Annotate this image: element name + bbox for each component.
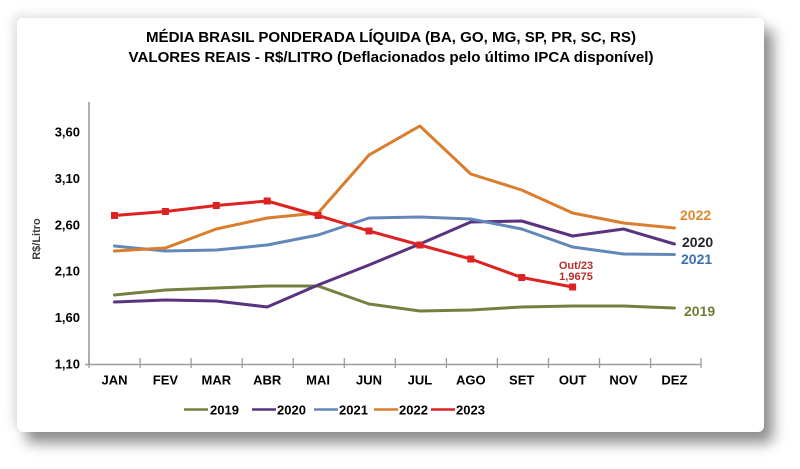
- svg-text:2023: 2023: [456, 403, 485, 418]
- svg-text:MÉDIA BRASIL PONDERADA LÍQUIDA: MÉDIA BRASIL PONDERADA LÍQUIDA (BA, GO, …: [146, 29, 636, 46]
- svg-text:DEZ: DEZ: [661, 373, 687, 388]
- svg-text:JUL: JUL: [408, 373, 433, 388]
- svg-text:2021: 2021: [681, 251, 712, 267]
- svg-text:SET: SET: [509, 373, 534, 388]
- svg-text:JUN: JUN: [356, 373, 382, 388]
- svg-text:2020: 2020: [682, 234, 713, 250]
- svg-text:1,9675: 1,9675: [559, 271, 593, 283]
- svg-text:2019: 2019: [210, 403, 239, 418]
- svg-text:3,10: 3,10: [55, 171, 80, 186]
- svg-text:2021: 2021: [339, 403, 368, 418]
- svg-text:FEV: FEV: [153, 373, 179, 388]
- svg-text:2,60: 2,60: [55, 217, 80, 232]
- svg-text:2,10: 2,10: [55, 264, 80, 279]
- svg-text:R$/Litro: R$/Litro: [31, 218, 43, 260]
- svg-text:2022: 2022: [399, 403, 428, 418]
- svg-text:AGO: AGO: [456, 373, 486, 388]
- svg-text:1,60: 1,60: [55, 310, 80, 325]
- svg-text:2022: 2022: [680, 207, 711, 223]
- svg-text:MAR: MAR: [201, 373, 231, 388]
- svg-text:2020: 2020: [277, 403, 306, 418]
- svg-text:ABR: ABR: [253, 373, 282, 388]
- svg-text:2019: 2019: [684, 303, 715, 319]
- svg-text:NOV: NOV: [609, 373, 638, 388]
- svg-text:Out/23: Out/23: [559, 260, 593, 272]
- svg-text:1,10: 1,10: [55, 357, 80, 372]
- svg-text:OUT: OUT: [559, 373, 587, 388]
- svg-text:JAN: JAN: [101, 373, 127, 388]
- svg-text:VALORES REAIS - R$/LITRO (Defl: VALORES REAIS - R$/LITRO (Deflacionados …: [129, 49, 654, 66]
- svg-text:3,60: 3,60: [55, 125, 80, 140]
- svg-text:MAI: MAI: [306, 373, 330, 388]
